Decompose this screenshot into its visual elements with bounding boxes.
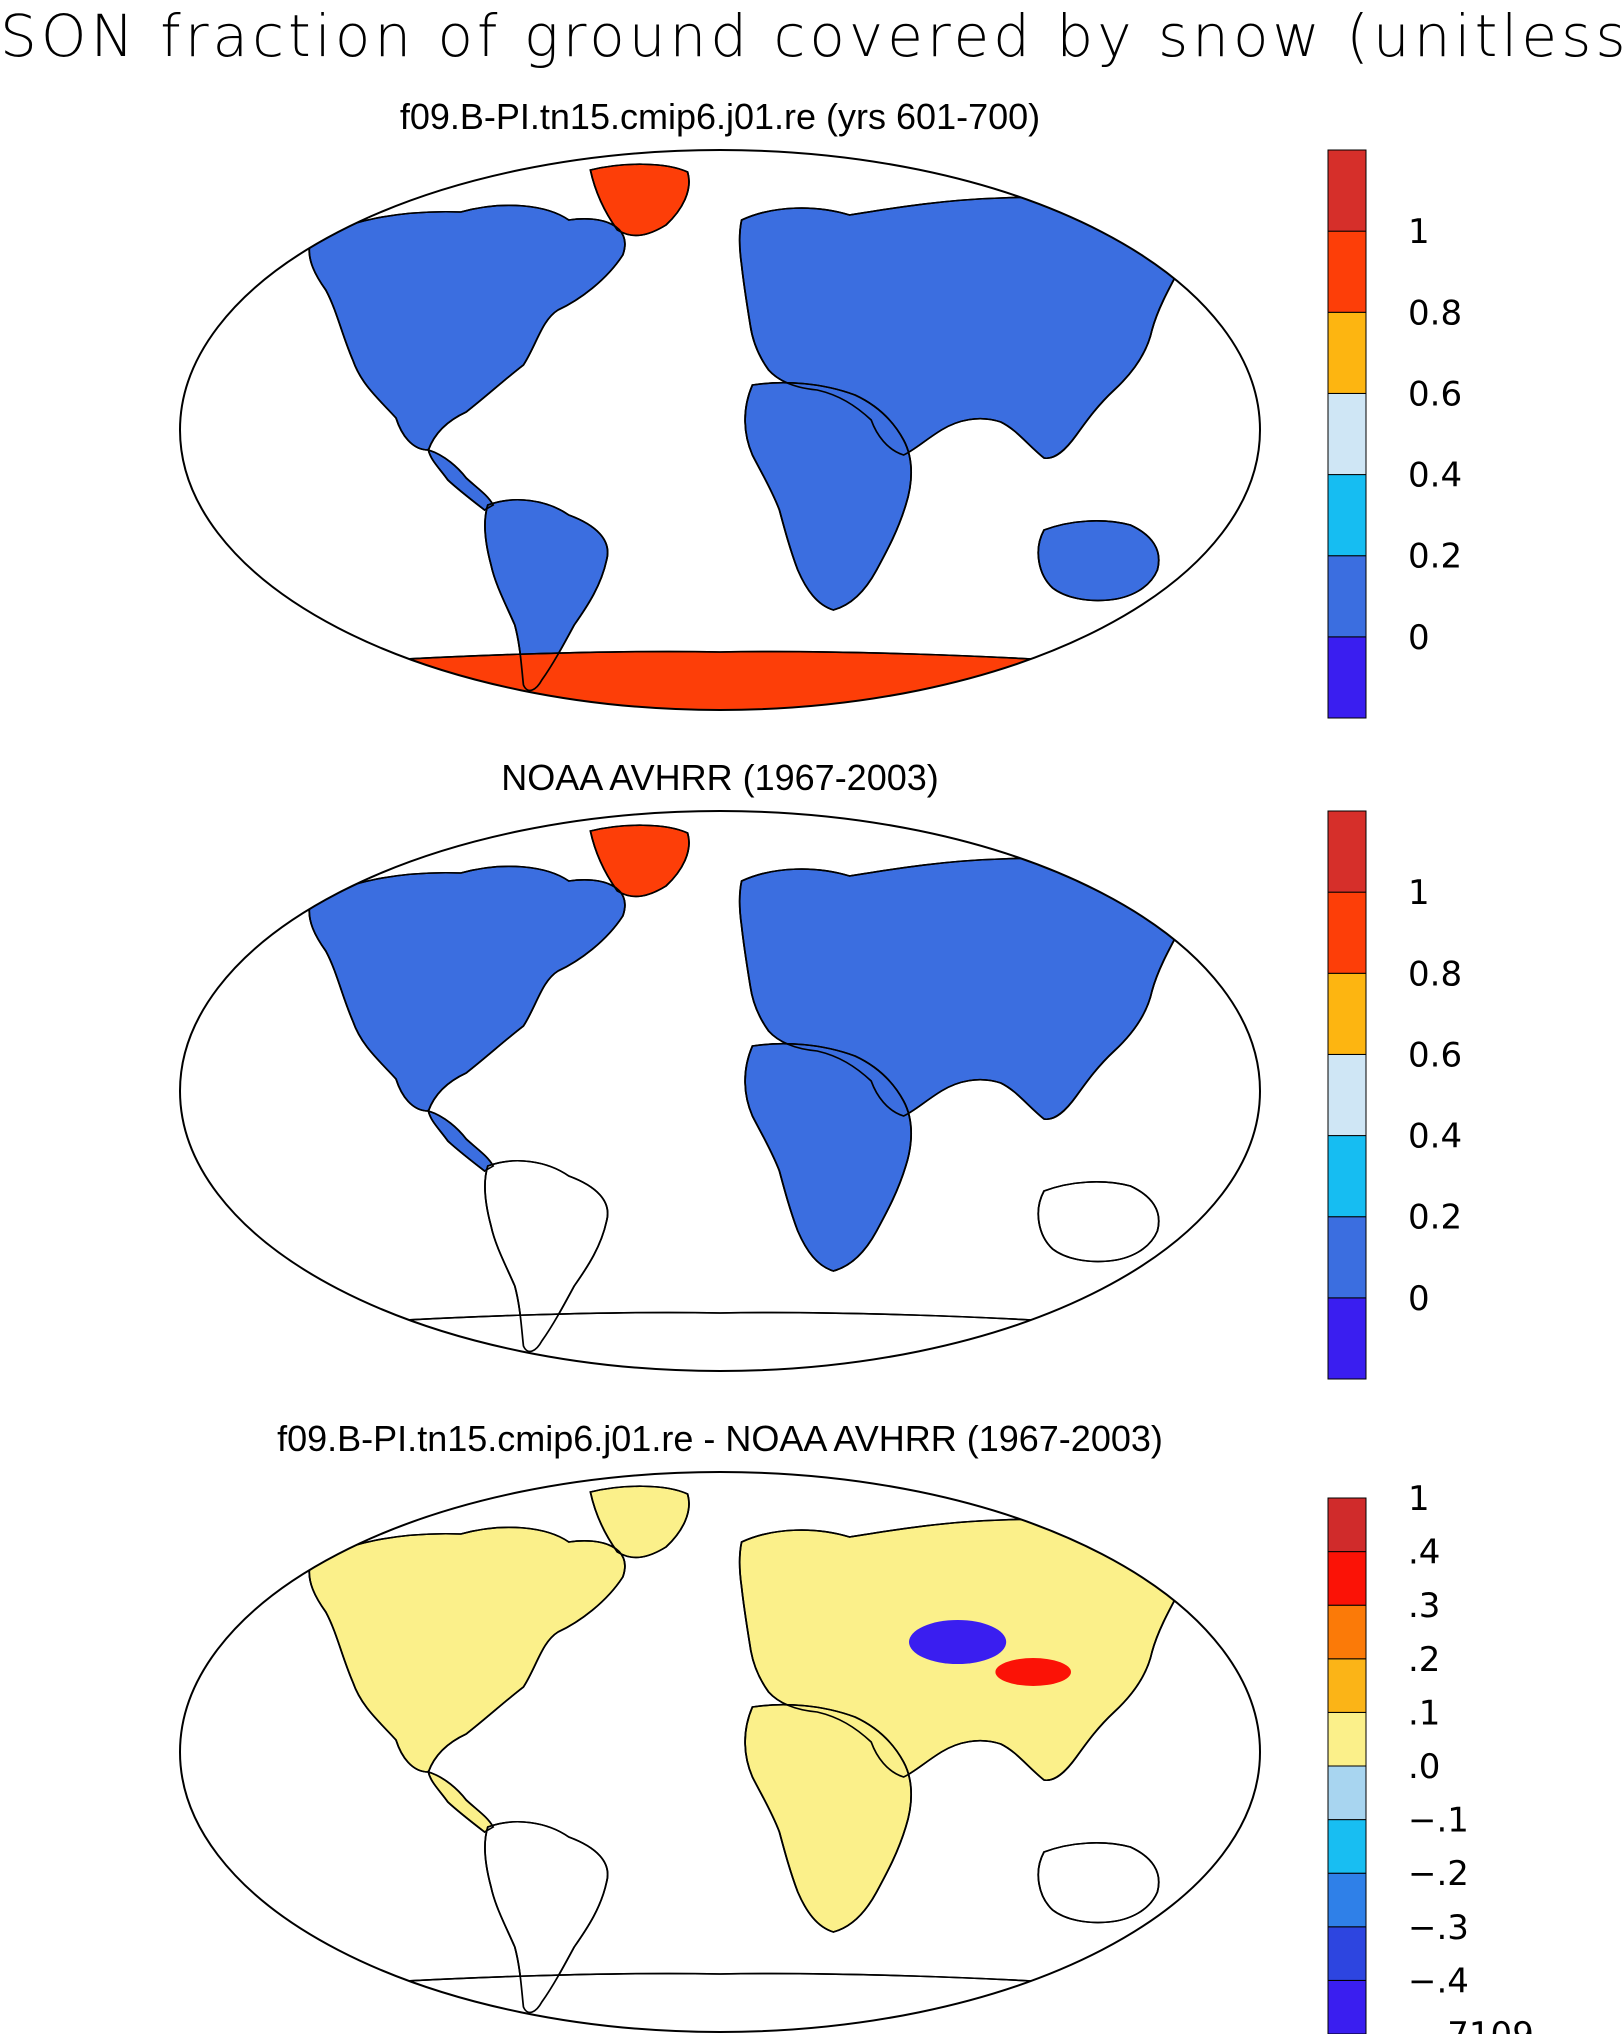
colorbar-2: 1 0.8 0.6 0.4 0.2 0 <box>1327 810 1462 1380</box>
colorbar-swatch <box>1327 1551 1367 1606</box>
globe-outline-3 <box>178 1471 1262 2033</box>
globe-outline-2 <box>178 810 1262 1372</box>
colorbar-swatch <box>1327 1711 1367 1767</box>
land-an-2 <box>308 1311 1132 1371</box>
panel-2-title: NOAA AVHRR (1967-2003) <box>501 757 939 798</box>
colorbar-label: .0 <box>1408 1747 1440 1787</box>
colorbar-3: 1 .4 .3 .2 .1 .0 −.1 −.2 −.3 −.4 −.7109 <box>1327 1479 1534 2034</box>
colorbar-swatch <box>1327 1819 1367 1874</box>
colorbar-1: 1 0.8 0.6 0.4 0.2 0 <box>1327 149 1462 719</box>
colorbar-label: −.2 <box>1408 1854 1469 1894</box>
map-panel-2: 1 0.8 0.6 0.4 0.2 0 <box>178 810 1462 1380</box>
colorbar-label: −.3 <box>1408 1908 1469 1948</box>
colorbar-label: .4 <box>1408 1533 1440 1573</box>
colorbar-swatch <box>1327 555 1367 638</box>
colorbar-label: 0.8 <box>1408 954 1462 994</box>
colorbar-swatch <box>1327 392 1367 476</box>
colorbar-label: 0.4 <box>1408 1117 1462 1157</box>
colorbar-label: 1 <box>1408 873 1430 913</box>
colorbar-label: 0.4 <box>1408 456 1462 496</box>
colorbar-swatch <box>1327 311 1367 394</box>
colorbar-label: 1 <box>1408 1479 1430 1519</box>
colorbar-swatch <box>1327 474 1367 557</box>
colorbar-swatch <box>1327 230 1367 313</box>
colorbar-swatch <box>1327 1497 1367 1553</box>
colorbar-label: 0.2 <box>1408 1198 1462 1238</box>
colorbar-swatch <box>1327 636 1367 719</box>
colorbar-label: 0 <box>1408 1279 1430 1319</box>
colorbar-label: 0.6 <box>1408 1035 1462 1075</box>
globe-1 <box>180 150 1260 710</box>
panel-1-title: f09.B-PI.tn15.cmip6.j01.re (yrs 601-700) <box>399 96 1041 137</box>
colorbar-label: 0 <box>1408 618 1430 658</box>
colorbar-swatch <box>1327 1604 1367 1660</box>
colorbar-label: .1 <box>1408 1693 1440 1733</box>
colorbar-swatch <box>1327 1926 1367 1981</box>
colorbar-label: −.1 <box>1408 1801 1469 1841</box>
globe-outline-1 <box>178 149 1262 711</box>
colorbar-swatch <box>1327 1872 1367 1928</box>
colorbar-swatch <box>1327 149 1367 232</box>
panel-3-title: f09.B-PI.tn15.cmip6.j01.re - NOAA AVHRR … <box>277 1418 1163 1459</box>
colorbar-swatch <box>1327 891 1367 974</box>
colorbar-swatch <box>1327 1979 1367 2034</box>
colorbar-label: .2 <box>1408 1640 1440 1680</box>
map-panel-1: 1 0.8 0.6 0.4 0.2 0 <box>178 149 1462 719</box>
colorbar-swatch <box>1327 1135 1367 1218</box>
land-an-1 <box>308 650 1132 710</box>
colorbar-label: −.4 <box>1408 1961 1469 2001</box>
colorbar-swatch <box>1327 972 1367 1055</box>
colorbar-label: 0.2 <box>1408 537 1462 577</box>
colorbar-label: 0.6 <box>1408 374 1462 414</box>
colorbar-swatch <box>1327 1297 1367 1380</box>
map-panel-3: 1 .4 .3 .2 .1 .0 −.1 −.2 −.3 −.4 −.7109 <box>178 1471 1534 2034</box>
colorbar-label: 1 <box>1408 212 1430 252</box>
land-au-1 <box>1037 519 1160 602</box>
colorbar-label: .3 <box>1408 1586 1440 1626</box>
land-an-3 <box>308 1972 1132 2032</box>
land-au-2 <box>1037 1180 1160 1263</box>
globe-2 <box>180 811 1260 1371</box>
colorbar-swatch <box>1327 1658 1367 1713</box>
colorbar-swatch <box>1327 1216 1367 1299</box>
globe-3 <box>180 1472 1260 2032</box>
colorbar-swatch <box>1327 1053 1367 1137</box>
colorbar-label: −.7109 <box>1408 2015 1534 2034</box>
figure-title: SON fraction of ground covered by snow (… <box>0 2 1622 70</box>
colorbar-label: 0.8 <box>1408 293 1462 333</box>
land-au-3 <box>1037 1841 1160 1924</box>
colorbar-swatch <box>1327 1765 1367 1821</box>
colorbar-swatch <box>1327 810 1367 893</box>
